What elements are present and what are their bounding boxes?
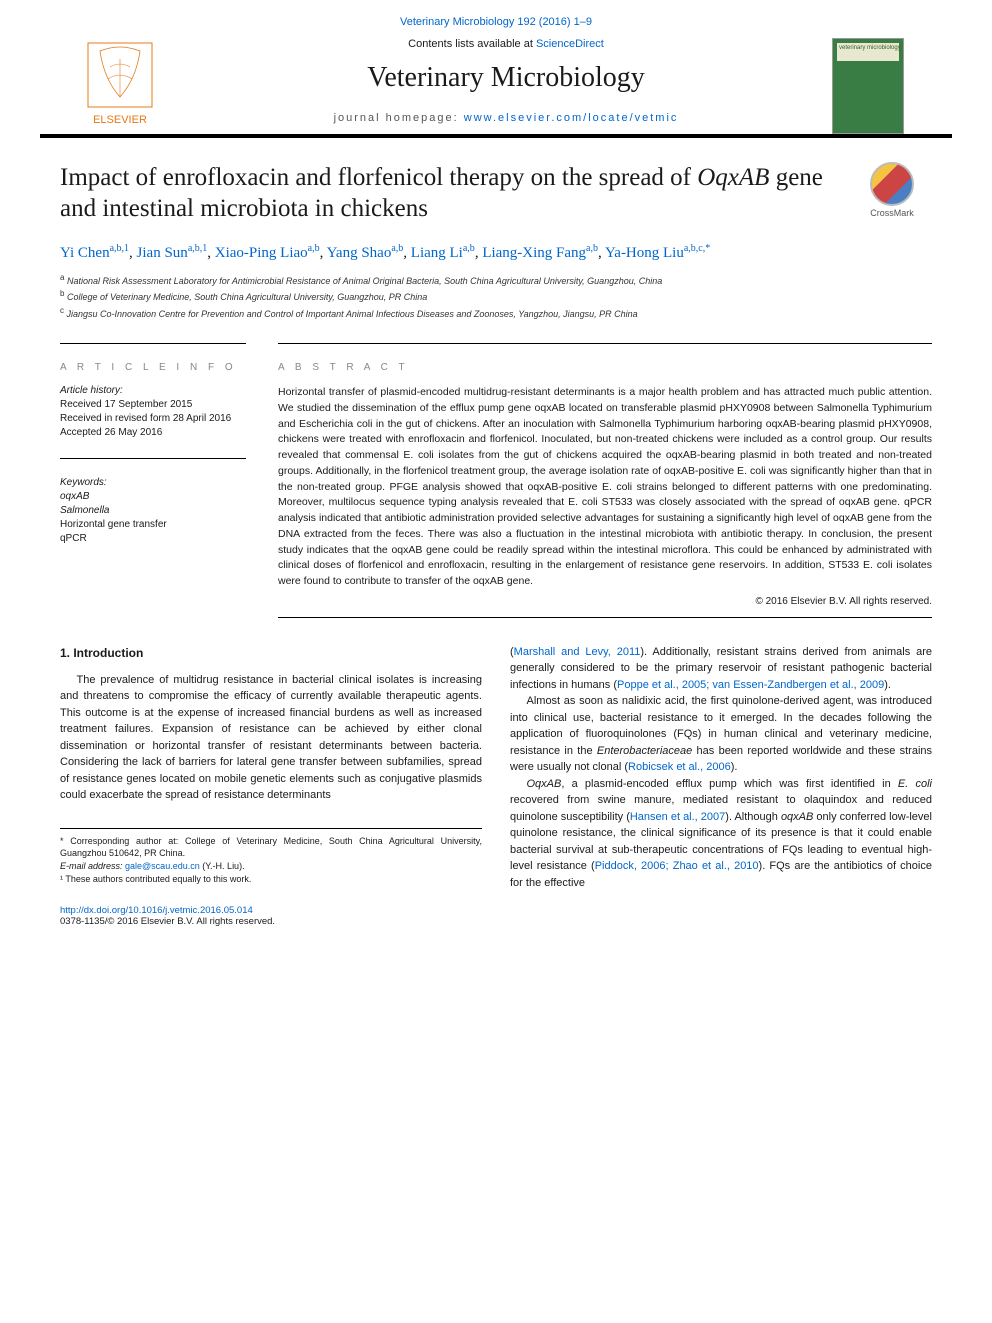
equal-contrib-footnote: ¹ These authors contributed equally to t… bbox=[60, 873, 482, 886]
author-link[interactable]: Yang Shao bbox=[327, 245, 392, 261]
citation-link[interactable]: Hansen et al., 2007 bbox=[630, 811, 725, 823]
author-link[interactable]: Xiao-Ping Liao bbox=[215, 245, 308, 261]
affiliations: a National Risk Assessment Laboratory fo… bbox=[60, 272, 932, 322]
citation-link[interactable]: Poppe et al., 2005; van Essen-Zandbergen… bbox=[617, 679, 884, 691]
history-item: Received 17 September 2015 bbox=[60, 398, 246, 412]
italic-term: OqxAB bbox=[527, 778, 562, 790]
corresponding-footnote: * Corresponding author at: College of Ve… bbox=[60, 835, 482, 860]
email-label: E-mail address: bbox=[60, 861, 125, 871]
email-footnote: E-mail address: gale@scau.edu.cn (Y.-H. … bbox=[60, 860, 482, 873]
article-info-heading: A R T I C L E I N F O bbox=[60, 362, 246, 373]
masthead-center: Contents lists available at ScienceDirec… bbox=[180, 38, 832, 134]
affil-text: College of Veterinary Medicine, South Ch… bbox=[67, 292, 427, 302]
email-link[interactable]: gale@scau.edu.cn bbox=[125, 861, 200, 871]
italic-term: Enterobacteriaceae bbox=[597, 745, 692, 757]
paragraph: Almost as soon as nalidixic acid, the fi… bbox=[510, 693, 932, 776]
sciencedirect-link[interactable]: ScienceDirect bbox=[536, 38, 604, 50]
main-text: 1. Introduction The prevalence of multid… bbox=[60, 644, 932, 892]
title-pre: Impact of enrofloxacin and florfenicol t… bbox=[60, 164, 697, 191]
history-item: Accepted 26 May 2016 bbox=[60, 426, 246, 440]
author-affil: a,b,1 bbox=[188, 243, 207, 254]
journal-homepage: journal homepage: www.elsevier.com/locat… bbox=[180, 112, 832, 124]
crossmark-label: CrossMark bbox=[852, 208, 932, 218]
masthead: ELSEVIER Contents lists available at Sci… bbox=[40, 32, 952, 138]
footer-copyright: 0378-1135/© 2016 Elsevier B.V. All right… bbox=[60, 916, 932, 927]
affil-text: Jiangsu Co-Innovation Centre for Prevent… bbox=[67, 309, 638, 319]
crossmark-badge[interactable]: CrossMark bbox=[852, 162, 932, 218]
author-link[interactable]: Liang-Xing Fang bbox=[482, 245, 586, 261]
journal-name: Veterinary Microbiology bbox=[180, 62, 832, 94]
author-affil: a,b,c,* bbox=[684, 243, 710, 254]
abstract-text: Horizontal transfer of plasmid-encoded m… bbox=[278, 385, 932, 590]
keyword-item: oqxAB bbox=[60, 490, 246, 504]
citation-link[interactable]: Marshall and Levy, 2011 bbox=[514, 646, 641, 658]
author-affil: a,b,1 bbox=[110, 243, 129, 254]
citation-link[interactable]: Veterinary Microbiology 192 (2016) 1–9 bbox=[400, 16, 592, 28]
contents-line: Contents lists available at ScienceDirec… bbox=[180, 38, 832, 50]
footnotes: * Corresponding author at: College of Ve… bbox=[60, 828, 482, 885]
keywords-label: Keywords: bbox=[60, 477, 246, 488]
italic-term: oqxAB bbox=[781, 811, 813, 823]
author-link[interactable]: Ya-Hong Liu bbox=[605, 245, 684, 261]
text-run: ). bbox=[731, 761, 738, 773]
authors-list: Yi Chena,b,1, Jian Suna,b,1, Xiao-Ping L… bbox=[60, 243, 932, 262]
affil-sup: c bbox=[60, 306, 64, 315]
svg-text:ELSEVIER: ELSEVIER bbox=[93, 114, 147, 126]
paragraph: OqxAB, a plasmid-encoded efflux pump whi… bbox=[510, 776, 932, 892]
author-link[interactable]: Liang Li bbox=[411, 245, 463, 261]
keyword-item: Horizontal gene transfer bbox=[60, 518, 246, 532]
history-item: Received in revised form 28 April 2016 bbox=[60, 412, 246, 426]
affil-text: National Risk Assessment Laboratory for … bbox=[67, 276, 662, 286]
paragraph: The prevalence of multidrug resistance i… bbox=[60, 672, 482, 804]
author-affil: a,b bbox=[308, 243, 320, 254]
journal-cover-thumbnail: veterinary microbiology bbox=[832, 38, 904, 134]
affil-sup: b bbox=[60, 289, 64, 298]
paragraph: (Marshall and Levy, 2011). Additionally,… bbox=[510, 644, 932, 694]
text-run: ). bbox=[884, 679, 891, 691]
title-italic: OqxAB bbox=[697, 164, 769, 191]
citation-link[interactable]: Robicsek et al., 2006 bbox=[628, 761, 731, 773]
email-suffix: (Y.-H. Liu). bbox=[200, 861, 245, 871]
author-link[interactable]: Jian Sun bbox=[137, 245, 188, 261]
homepage-link[interactable]: www.elsevier.com/locate/vetmic bbox=[464, 112, 679, 124]
journal-cover-area: veterinary microbiology bbox=[832, 38, 912, 134]
journal-citation: Veterinary Microbiology 192 (2016) 1–9 bbox=[0, 0, 992, 32]
text-run: ). Although bbox=[725, 811, 781, 823]
affiliation-item: c Jiangsu Co-Innovation Centre for Preve… bbox=[60, 305, 932, 322]
text-run: , a plasmid-encoded efflux pump which wa… bbox=[561, 778, 898, 790]
keyword-item: qPCR bbox=[60, 532, 246, 546]
history-label: Article history: bbox=[60, 385, 246, 396]
article-title: Impact of enrofloxacin and florfenicol t… bbox=[60, 162, 836, 225]
cover-text: veterinary microbiology bbox=[839, 45, 901, 51]
elsevier-logo: ELSEVIER bbox=[80, 39, 160, 129]
abstract-copyright: © 2016 Elsevier B.V. All rights reserved… bbox=[278, 596, 932, 607]
contents-prefix: Contents lists available at bbox=[408, 38, 536, 50]
publisher-logo-area: ELSEVIER bbox=[80, 39, 180, 134]
italic-term: E. coli bbox=[898, 778, 932, 790]
keyword-item: Salmonella bbox=[60, 504, 246, 518]
citation-link[interactable]: Piddock, 2006; Zhao et al., 2010 bbox=[595, 860, 759, 872]
homepage-prefix: journal homepage: bbox=[334, 112, 464, 124]
doi-link[interactable]: http://dx.doi.org/10.1016/j.vetmic.2016.… bbox=[60, 905, 253, 916]
author-affil: a,b bbox=[463, 243, 475, 254]
affiliation-item: a National Risk Assessment Laboratory fo… bbox=[60, 272, 932, 289]
section-heading: 1. Introduction bbox=[60, 644, 482, 662]
article-info: A R T I C L E I N F O Article history: R… bbox=[60, 343, 246, 618]
author-affil: a,b bbox=[391, 243, 403, 254]
abstract: A B S T R A C T Horizontal transfer of p… bbox=[278, 343, 932, 618]
page-footer: http://dx.doi.org/10.1016/j.vetmic.2016.… bbox=[0, 891, 992, 947]
affil-sup: a bbox=[60, 273, 64, 282]
crossmark-icon bbox=[870, 162, 914, 206]
author-affil: a,b bbox=[586, 243, 598, 254]
abstract-heading: A B S T R A C T bbox=[278, 362, 932, 373]
affiliation-item: b College of Veterinary Medicine, South … bbox=[60, 288, 932, 305]
author-link[interactable]: Yi Chen bbox=[60, 245, 110, 261]
